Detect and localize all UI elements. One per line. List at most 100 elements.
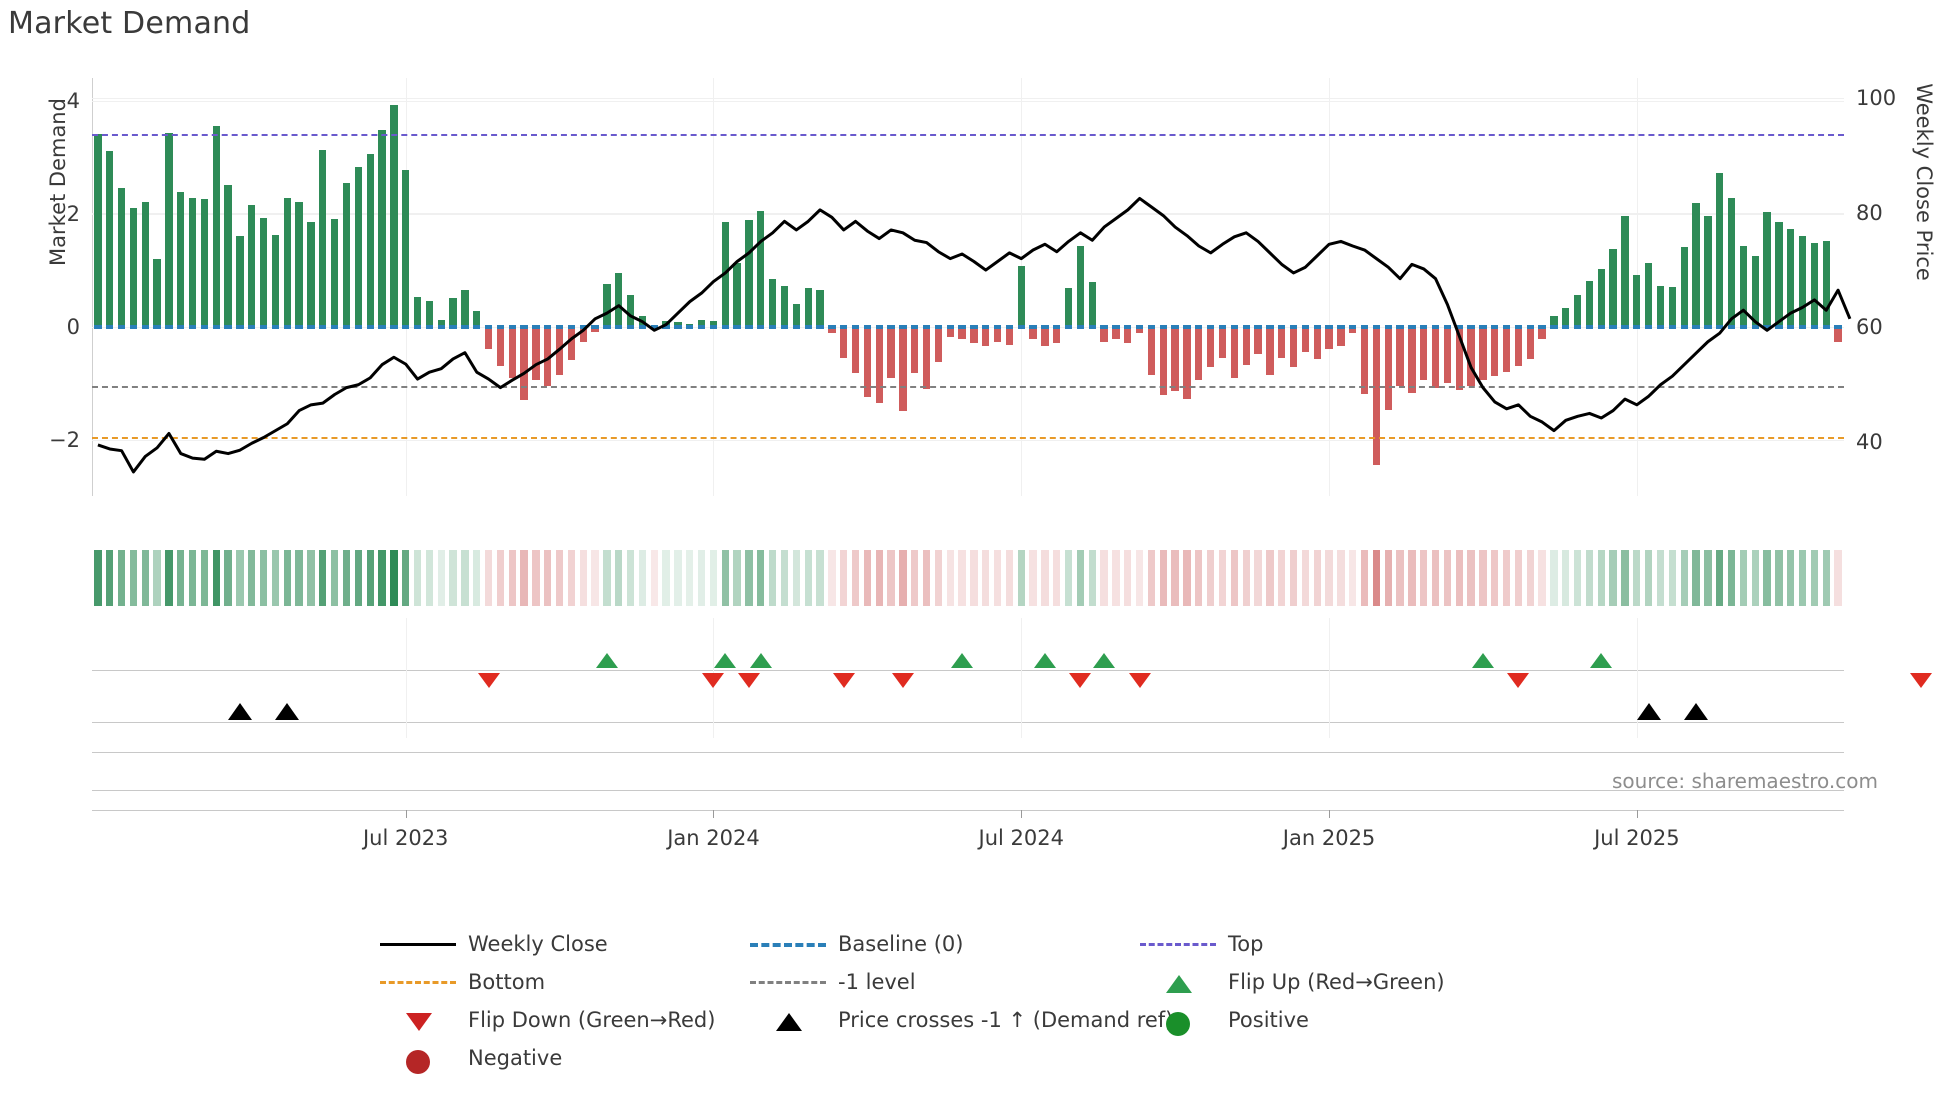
left-spine <box>92 78 93 496</box>
demand-bar <box>1408 326 1416 394</box>
baseline-segment <box>1502 324 1511 329</box>
y-tick-left: 2 <box>66 201 80 226</box>
baseline-segment <box>1384 324 1392 329</box>
circle-marker-icon <box>380 1046 456 1074</box>
heatmap-cell <box>638 550 647 606</box>
demand-bar <box>875 326 883 403</box>
heatmap-cell <box>615 550 623 606</box>
demand-bar <box>366 154 374 327</box>
demand-bar <box>887 326 895 379</box>
demand-bar <box>745 220 753 327</box>
heatmap-cell <box>1538 550 1546 606</box>
legend-item[interactable]: Flip Up (Red→Green) <box>1140 963 1445 1001</box>
heatmap-cell <box>1396 550 1404 606</box>
heatmap-cell <box>1183 550 1191 606</box>
demand-bar <box>188 197 197 327</box>
heatmap-cell <box>934 550 943 606</box>
baseline-segment <box>1171 324 1179 329</box>
demand-bar <box>473 310 481 327</box>
baseline-segment <box>1585 324 1594 329</box>
demand-bar <box>1349 326 1357 334</box>
heatmap-cell <box>828 550 836 606</box>
demand-bar <box>1301 326 1310 352</box>
baseline-segment <box>496 324 505 329</box>
heatmap-cell <box>911 550 919 606</box>
legend-item[interactable]: -1 level <box>750 963 916 1001</box>
baseline-segment <box>1100 324 1108 329</box>
heatmap-cell <box>709 550 718 606</box>
demand-bar <box>1266 326 1274 375</box>
heatmap-cell <box>1135 550 1144 606</box>
demand-bar <box>1502 326 1511 372</box>
heatmap-cell <box>970 550 978 606</box>
demand-bar <box>1562 308 1570 327</box>
demand-bar <box>1443 326 1452 384</box>
flip-row-line <box>92 670 1844 671</box>
demand-bar <box>484 326 493 350</box>
heatmap-cell <box>1372 550 1381 606</box>
baseline-segment <box>224 324 232 329</box>
heatmap-cell <box>1337 550 1345 606</box>
baseline-segment <box>721 324 729 329</box>
heatmap-cell <box>1597 550 1605 606</box>
heatmap-cell <box>1727 550 1736 606</box>
heatmap-cell <box>532 550 540 606</box>
x-tick-mark <box>713 810 715 818</box>
heatmap-cell <box>958 550 966 606</box>
baseline-segment <box>1526 324 1534 329</box>
legend-item[interactable]: Weekly Close <box>380 925 608 963</box>
heatmap-cell <box>1491 550 1499 606</box>
demand-bar <box>591 326 599 333</box>
legend-item[interactable]: Positive <box>1140 1001 1309 1039</box>
baseline-segment <box>1810 324 1819 329</box>
flip-up-marker-icon <box>1590 653 1613 668</box>
baseline-segment <box>686 324 694 329</box>
baseline-segment <box>828 324 836 329</box>
baseline-segment <box>1041 324 1049 329</box>
baseline-segment <box>709 324 718 329</box>
demand-bar <box>993 326 1002 343</box>
baseline-segment <box>1076 324 1085 329</box>
baseline-segment <box>331 324 339 329</box>
demand-bar <box>224 185 232 327</box>
baseline-segment <box>449 324 457 329</box>
legend-item[interactable]: Top <box>1140 925 1263 963</box>
heatmap-cell <box>887 550 895 606</box>
legend-item[interactable]: Price crosses -1 ↑ (Demand ref) <box>750 1001 1173 1039</box>
baseline-segment <box>1751 324 1759 329</box>
heatmap-cell <box>1076 550 1085 606</box>
baseline-segment <box>1325 324 1333 329</box>
heatmap-cell <box>342 550 351 606</box>
flip-down-marker-icon <box>738 673 760 688</box>
heatmap-cell <box>1502 550 1511 606</box>
heatmap-cell <box>1656 550 1665 606</box>
legend-item[interactable]: Baseline (0) <box>750 925 963 963</box>
heatmap-cell <box>461 550 469 606</box>
baseline-segment <box>1147 324 1156 329</box>
heatmap-cell <box>1005 550 1014 606</box>
baseline-segment <box>816 324 824 329</box>
demand-bar <box>236 236 244 327</box>
baseline-segment <box>390 324 398 329</box>
legend-item[interactable]: Negative <box>380 1039 562 1077</box>
demand-bar <box>1053 326 1061 344</box>
demand-bar <box>1396 326 1404 386</box>
demand-bar <box>1171 326 1179 392</box>
legend-item[interactable]: Bottom <box>380 963 545 1001</box>
baseline-segment <box>1597 324 1605 329</box>
heatmap-cell <box>1242 550 1250 606</box>
demand-bar <box>1656 285 1665 327</box>
triangle-up-black-icon <box>750 1008 826 1032</box>
legend-item[interactable]: Flip Down (Green→Red) <box>380 1001 715 1039</box>
price-cross-marker-icon <box>1684 703 1709 720</box>
demand-bar <box>378 129 386 327</box>
gridline-h-right <box>92 98 1844 100</box>
demand-bar <box>1041 326 1049 347</box>
baseline-segment <box>200 324 209 329</box>
legend-row: Flip Down (Green→Red) Price crosses -1 ↑ … <box>380 1001 1680 1039</box>
x-tick-mark <box>1329 810 1331 818</box>
demand-bar <box>1810 242 1819 327</box>
heatmap-cell <box>1668 550 1676 606</box>
baseline-segment <box>520 324 528 329</box>
baseline-segment <box>993 324 1002 329</box>
